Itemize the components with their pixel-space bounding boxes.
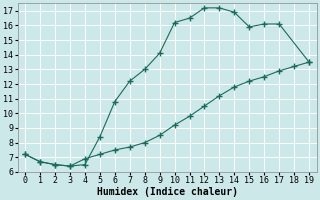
X-axis label: Humidex (Indice chaleur): Humidex (Indice chaleur) xyxy=(97,186,237,197)
